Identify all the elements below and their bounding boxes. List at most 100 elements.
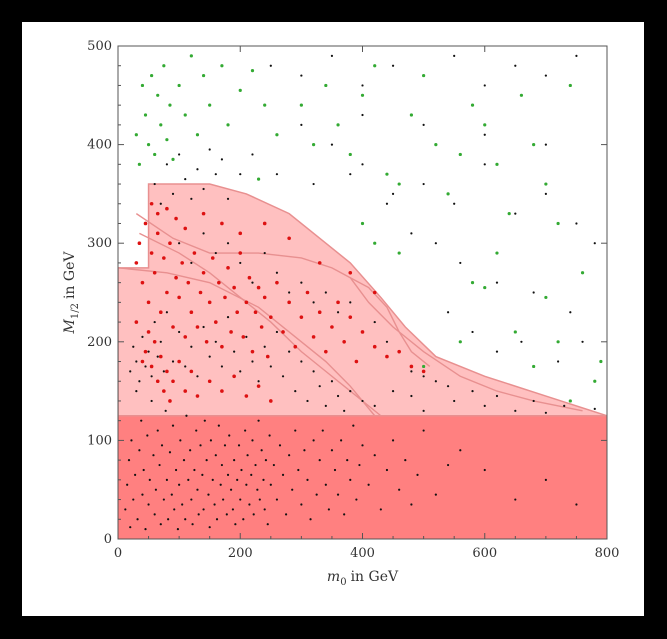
green-scan-point xyxy=(348,152,352,157)
black-scan-point xyxy=(349,478,352,481)
red-scan-point xyxy=(149,251,154,255)
black-scan-point xyxy=(434,242,437,245)
x-axis-title: m0 in GeV xyxy=(327,569,399,588)
black-scan-point xyxy=(239,173,242,176)
red-scan-point xyxy=(171,379,175,384)
green-scan-point xyxy=(446,192,450,196)
black-scan-point xyxy=(203,419,206,422)
black-scan-point xyxy=(306,399,309,403)
green-scan-point xyxy=(385,172,389,176)
black-scan-point xyxy=(202,508,205,511)
black-scan-point xyxy=(264,459,268,462)
green-scan-point xyxy=(143,113,148,117)
black-scan-point xyxy=(544,411,547,414)
black-scan-point xyxy=(520,340,523,343)
green-scan-point xyxy=(599,359,603,364)
green-scan-point xyxy=(156,93,160,97)
red-scan-point xyxy=(217,280,221,285)
black-scan-point xyxy=(150,399,153,403)
black-scan-point xyxy=(361,113,364,117)
black-scan-point xyxy=(153,320,156,324)
red-scan-point xyxy=(342,340,346,344)
black-scan-point xyxy=(318,459,321,462)
black-scan-point xyxy=(153,513,156,516)
y-axis-symbol: M xyxy=(62,318,78,334)
black-scan-point xyxy=(184,178,187,181)
red-scan-point xyxy=(220,221,224,226)
green-scan-point xyxy=(495,251,499,255)
red-scan-point xyxy=(183,389,188,393)
green-scan-point xyxy=(593,379,597,383)
black-scan-point xyxy=(196,168,199,171)
black-scan-point xyxy=(233,350,236,353)
black-scan-point xyxy=(245,483,248,486)
red-scan-point xyxy=(229,330,233,334)
green-scan-point xyxy=(150,73,154,78)
green-scan-point xyxy=(434,143,438,147)
black-scan-point xyxy=(422,123,425,126)
black-scan-point xyxy=(257,380,260,383)
green-scan-point xyxy=(458,340,462,344)
black-scan-point xyxy=(220,158,224,161)
y-tick-label: 100 xyxy=(87,433,112,448)
red-scan-point xyxy=(317,310,322,315)
green-scan-point xyxy=(519,93,524,97)
red-scan-point xyxy=(354,359,359,364)
black-scan-point xyxy=(130,439,133,442)
green-scan-point xyxy=(195,133,200,137)
black-scan-point xyxy=(199,444,202,447)
y-tick-label: 0 xyxy=(104,532,112,547)
black-scan-point xyxy=(213,503,216,506)
black-scan-point xyxy=(171,424,175,427)
black-scan-point xyxy=(275,173,279,176)
black-scan-point xyxy=(294,429,297,432)
red-scan-point xyxy=(165,206,169,211)
red-scan-point xyxy=(241,335,246,339)
black-scan-point xyxy=(410,232,413,235)
green-scan-point xyxy=(238,88,242,92)
red-scan-point xyxy=(372,344,377,349)
green-scan-point xyxy=(580,271,585,275)
red-scan-point xyxy=(174,275,178,280)
black-scan-point xyxy=(201,473,204,477)
red-scan-point xyxy=(253,310,258,315)
black-scan-point xyxy=(312,370,315,373)
black-scan-point xyxy=(303,449,306,452)
exclusion-contour-4 xyxy=(349,277,583,412)
red-scan-point xyxy=(165,290,169,295)
green-scan-point xyxy=(568,399,572,403)
black-scan-point xyxy=(349,301,352,304)
black-scan-point xyxy=(373,454,376,457)
black-scan-point xyxy=(263,251,266,255)
red-scan-point xyxy=(299,315,304,319)
black-scan-point xyxy=(288,454,291,457)
black-scan-point xyxy=(140,419,143,422)
black-scan-point xyxy=(575,222,578,225)
black-scan-point xyxy=(410,370,413,373)
red-scan-point xyxy=(269,315,273,319)
x-axis: 0 200 400 600 800 xyxy=(114,46,619,561)
green-scan-point xyxy=(250,69,255,73)
black-scan-point xyxy=(514,64,517,67)
black-scan-point xyxy=(135,360,138,363)
green-scan-point xyxy=(422,73,426,78)
black-scan-point xyxy=(179,439,182,442)
red-scan-point xyxy=(158,310,163,315)
black-scan-point xyxy=(361,399,364,403)
red-scan-point xyxy=(214,320,218,324)
red-scan-point xyxy=(269,399,273,403)
black-scan-point xyxy=(352,424,355,427)
x-tick-label: 200 xyxy=(228,546,253,561)
black-scan-point xyxy=(250,473,253,477)
red-scan-point xyxy=(146,300,151,305)
black-scan-point xyxy=(156,355,159,358)
red-scan-point xyxy=(162,256,166,260)
black-scan-point xyxy=(256,488,259,491)
black-scan-point xyxy=(202,325,205,329)
black-scan-point xyxy=(214,173,217,176)
green-scan-point xyxy=(568,83,572,88)
black-scan-point xyxy=(126,483,129,486)
red-scan-point xyxy=(265,354,270,359)
black-scan-point xyxy=(135,390,138,393)
